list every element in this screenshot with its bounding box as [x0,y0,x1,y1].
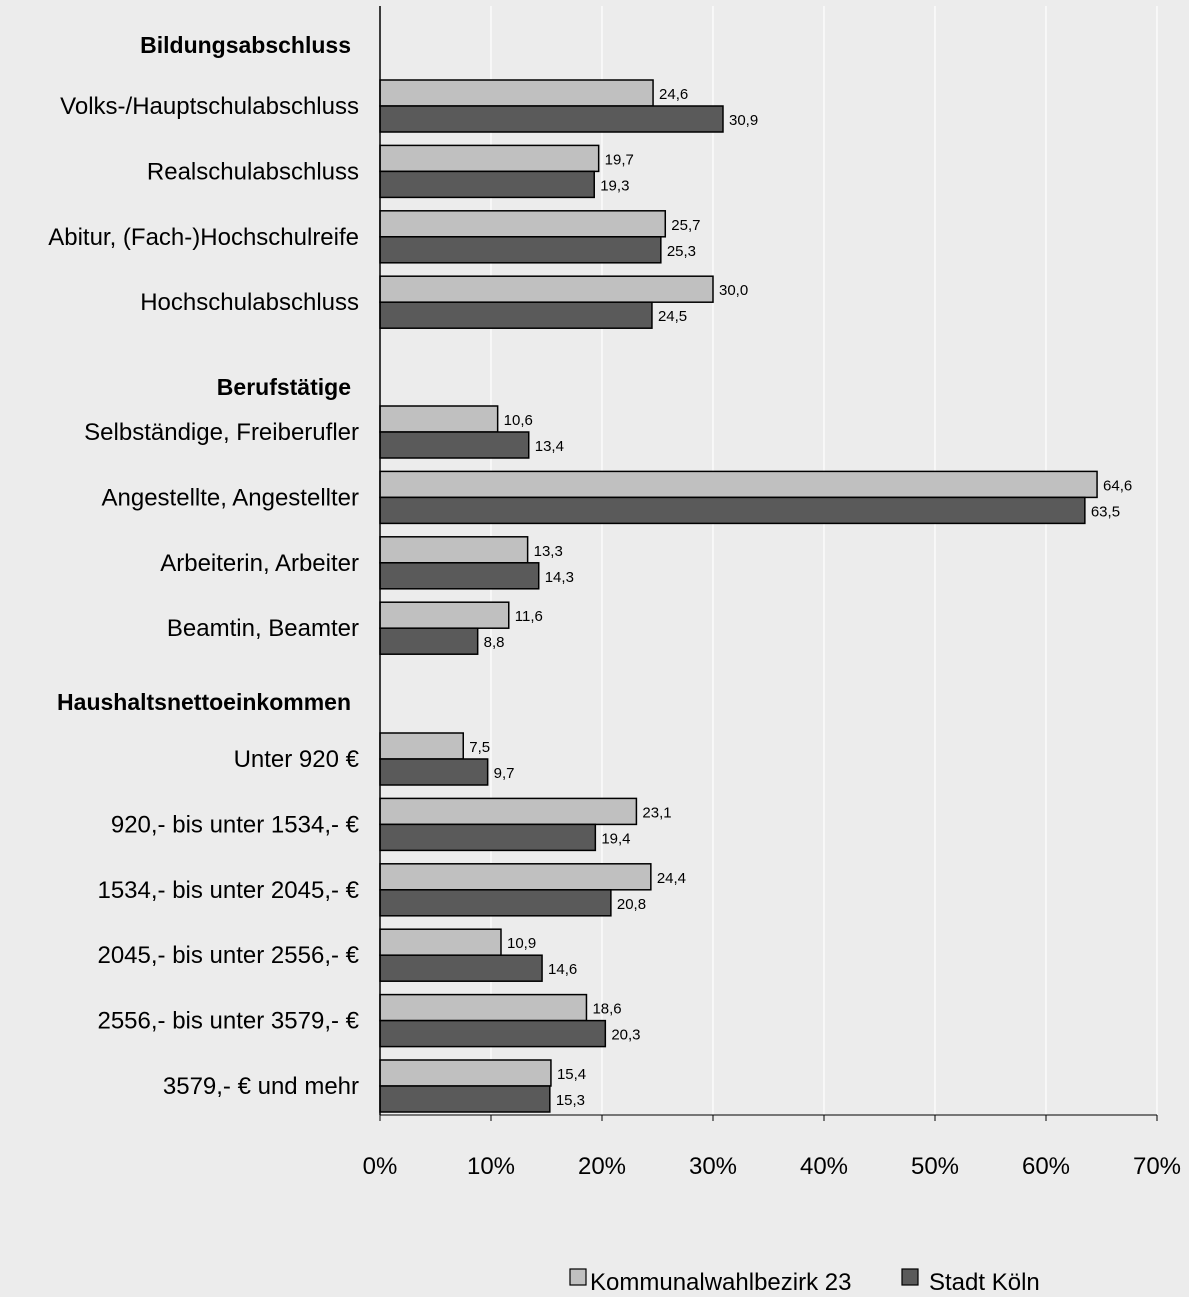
data-label: 14,3 [545,569,574,586]
data-label: 24,5 [658,308,687,325]
category-label: Selbständige, Freiberufler [84,419,359,446]
category-label: Angestellte, Angestellter [102,484,360,511]
bar [379,210,667,238]
x-tick-label: 20% [578,1153,626,1180]
bar [379,928,502,956]
data-label: 11,6 [515,608,543,625]
group-heading: Haushaltsnettoeinkommen [57,689,351,715]
data-label: 15,4 [557,1066,586,1083]
bar [379,732,464,760]
data-label: 24,6 [659,86,688,103]
data-label: 18,6 [592,1001,621,1018]
x-tick-label: 60% [1022,1153,1070,1180]
data-label: 9,7 [494,765,515,782]
bar [379,275,714,303]
x-tick-label: 40% [800,1153,848,1180]
legend-swatch [901,1268,919,1286]
bar [379,889,612,917]
data-label: 23,1 [642,804,671,821]
bar [379,470,1098,499]
bar [379,863,652,891]
data-label: 20,3 [611,1027,640,1044]
data-label: 10,6 [504,412,533,429]
bar [379,1019,607,1048]
category-label: Unter 920 € [234,746,360,773]
category-label: Arbeiterin, Arbeiter [160,550,359,577]
group-heading: Berufstätige [217,374,351,400]
bars: 24,6 30,9 19,7 19,3 25,7 25,3 30,0 24,5 10,613,4… [379,79,1132,1113]
data-label: 20,8 [617,896,646,913]
bar [379,627,479,655]
category-label: Hochschulabschluss [140,289,359,316]
data-label: 24,4 [657,870,686,887]
category-label: 2045,- bis unter 2556,- € [97,942,359,969]
bar [379,170,595,199]
data-label: 25,3 [667,243,696,260]
bar [379,758,489,786]
x-axis: 0% 10% 20% 30% 40% 50% 60% 70% [363,6,1181,1180]
bar [379,105,724,133]
bar [379,496,1086,525]
x-tick-label: 70% [1133,1153,1181,1180]
bar [379,823,597,852]
data-label: 13,3 [534,543,563,560]
x-tick-label: 50% [911,1153,959,1180]
data-label: 7,5 [469,739,490,756]
category-label: 920,- bis unter 1534,- € [111,811,360,838]
x-tick-label: 0% [363,1153,398,1180]
bar [379,1059,552,1087]
data-label: 8,8 [484,634,505,651]
bar [379,236,662,264]
legend-swatch [569,1268,587,1286]
bar [379,431,530,459]
category-label: 1534,- bis unter 2045,- € [97,877,359,904]
bar [379,601,510,629]
category-label: 3579,- € und mehr [163,1073,359,1100]
bar [379,79,654,107]
bar [379,301,653,329]
category-label: 2556,- bis unter 3579,- € [97,1008,359,1035]
legend-label: Stadt Köln [929,1269,1040,1296]
data-label: 10,9 [507,935,536,952]
bar [379,536,529,564]
bar [379,993,588,1022]
grid-lines [490,6,1158,1115]
category-label: Beamtin, Beamter [167,615,359,642]
category-label: Abitur, (Fach-)Hochschulreife [48,224,359,251]
data-label: 19,3 [600,177,629,194]
category-labels: Bildungsabschluss Volks-/Hauptschulabschl… [48,32,359,1100]
bar [379,797,638,826]
data-label: 25,7 [671,217,700,234]
bar [379,562,540,590]
legend-label: Kommunalwahlbezirk 23 [590,1269,851,1296]
legend: Kommunalwahlbezirk 23 Stadt Köln [569,1268,1040,1296]
x-tick-label: 10% [467,1153,515,1180]
bar [379,954,543,982]
bar [379,144,600,173]
category-label: Realschulabschluss [147,158,359,185]
data-label: 64,6 [1103,477,1132,494]
data-label: 19,7 [605,151,634,168]
data-label: 30,9 [729,112,758,129]
data-label: 13,4 [535,438,564,455]
x-tick-label: 30% [689,1153,737,1180]
data-label: 15,3 [556,1092,585,1109]
category-label: Volks-/Hauptschulabschluss [60,93,359,120]
data-label: 30,0 [719,282,748,299]
data-label: 19,4 [601,830,630,847]
bar [379,405,499,433]
data-label: 14,6 [548,961,577,978]
group-heading: Bildungsabschluss [140,32,351,58]
data-label: 63,5 [1091,503,1120,520]
bar [379,1085,551,1113]
